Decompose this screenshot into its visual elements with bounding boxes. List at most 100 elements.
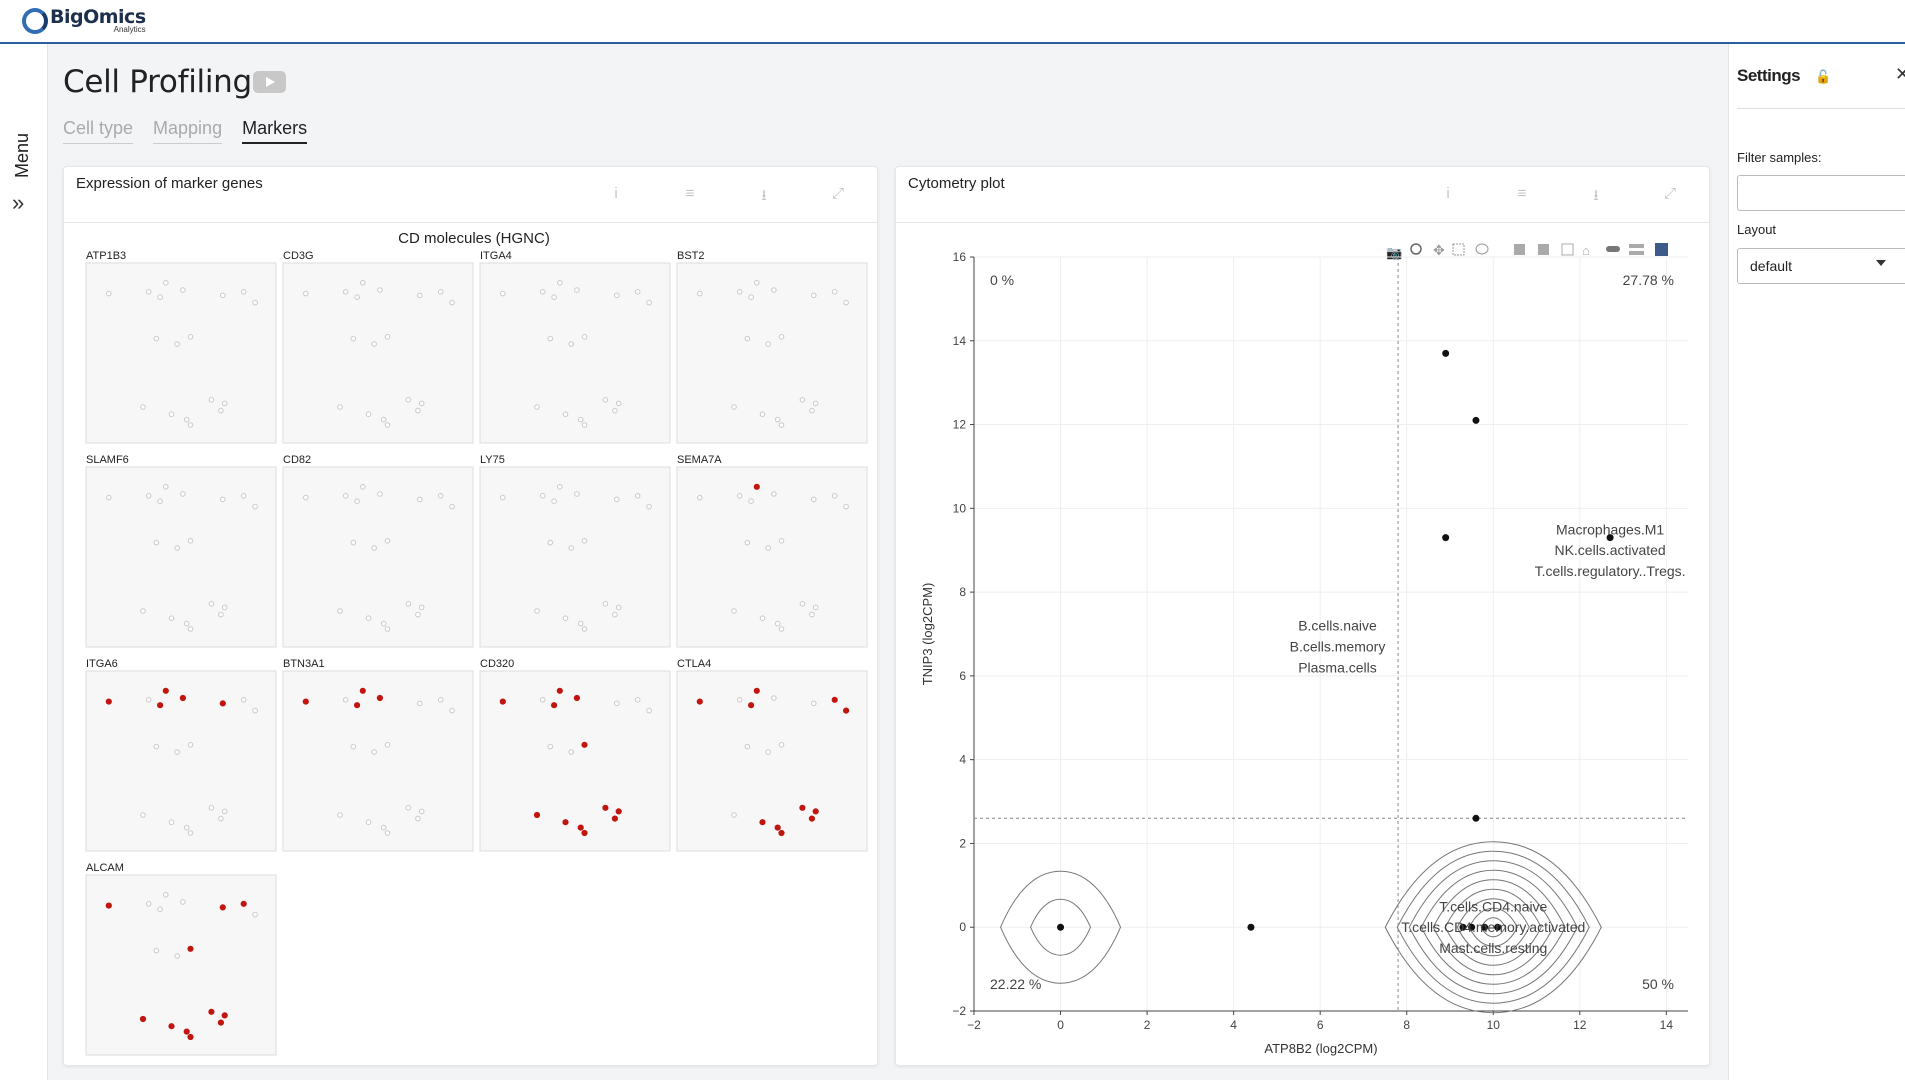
marker-point [168, 819, 175, 826]
tab-cell-type[interactable]: Cell type [63, 118, 134, 144]
marker-point [405, 805, 412, 811]
data-point[interactable] [1472, 814, 1480, 822]
marker-point [342, 289, 349, 295]
marker-point [449, 707, 455, 714]
info-icon[interactable]: i [614, 185, 618, 202]
marker-point [371, 545, 378, 551]
marker-point [551, 498, 557, 505]
marker-point [449, 299, 455, 306]
zoom-out-icon[interactable] [1538, 244, 1549, 255]
marker-point [843, 503, 849, 510]
marker-point [384, 334, 391, 340]
marker-point [252, 911, 258, 918]
marker-point [557, 484, 563, 490]
marker-point [634, 289, 641, 295]
zoom-icon[interactable] [1410, 243, 1422, 255]
marker-panel-sema7a: SEMA7A [676, 454, 868, 648]
data-point[interactable] [1247, 923, 1255, 931]
autoscale-icon[interactable] [1561, 243, 1574, 256]
data-point[interactable] [1494, 923, 1502, 931]
density-contour [1396, 850, 1590, 1004]
download-icon[interactable]: ⭳ [1593, 187, 1599, 204]
marker-point [748, 702, 755, 709]
plotly-logo-icon[interactable] [1655, 243, 1668, 256]
marker-point [562, 615, 569, 622]
pan-icon[interactable]: ✥ [1433, 242, 1445, 258]
marker-point [221, 400, 228, 407]
marker-genes-chart: CD molecules (HGNC) ATP1B3 CD3G ITGA4 BST2 S… [85, 230, 868, 1056]
spike-lines-icon[interactable] [1606, 246, 1620, 252]
layout-label: Layout [1737, 222, 1777, 237]
marker-point [831, 696, 838, 703]
plot-modebar: 📷 ✥ ⌂ [1386, 242, 1668, 260]
marker-point [380, 416, 387, 423]
layout-select[interactable]: default [1737, 248, 1905, 284]
lasso-icon[interactable] [1475, 243, 1489, 255]
data-point[interactable] [1057, 923, 1065, 931]
data-point[interactable] [1442, 349, 1450, 357]
camera-icon[interactable]: 📷 [1386, 245, 1402, 260]
density-contour [1420, 869, 1566, 985]
home-icon[interactable]: ⌂ [1582, 243, 1590, 258]
tab-markers[interactable]: Markers [242, 118, 308, 144]
video-play-icon[interactable] [253, 71, 286, 93]
marker-point [614, 496, 620, 503]
point-annotation: B.cells.memory [1290, 639, 1386, 655]
data-point[interactable] [1459, 923, 1467, 931]
marker-genes-card-title: Expression of marker genes [76, 175, 263, 192]
marker-point [808, 815, 816, 822]
marker-point [415, 815, 421, 822]
filter-samples-input[interactable] [1737, 175, 1905, 211]
hamburger-menu-icon[interactable]: ≡ [1517, 185, 1527, 202]
marker-point [219, 904, 226, 911]
expand-icon[interactable]: ⤢ [831, 185, 844, 202]
zoom-in-icon[interactable] [1514, 244, 1525, 255]
marker-point [183, 1028, 190, 1035]
data-point[interactable] [1606, 534, 1614, 542]
data-point[interactable] [1468, 923, 1476, 931]
unlock-icon[interactable]: 🔓 [1815, 69, 1832, 84]
data-point[interactable] [1472, 416, 1480, 424]
x-tick-label: 12 [1573, 1018, 1587, 1032]
point-annotation: Macrophages.M1 [1556, 521, 1664, 537]
point-annotation: NK.cells.activated [1554, 542, 1665, 558]
marker-point [581, 334, 588, 340]
y-tick-label: 0 [959, 920, 966, 934]
hover-closest-icon[interactable] [1629, 244, 1644, 248]
marker-point [765, 341, 772, 347]
marker-point [350, 539, 357, 546]
density-contour [1468, 907, 1518, 947]
download-icon[interactable]: ⭳ [761, 187, 767, 204]
marker-panel-label: BTN3A1 [283, 658, 325, 670]
hamburger-menu-icon[interactable]: ≡ [685, 185, 695, 202]
marker-panel-label: CD3G [283, 250, 314, 262]
marker-point [437, 493, 444, 499]
chevron-down-icon[interactable] [1876, 260, 1886, 266]
logo[interactable]: BigOmics Analytics [22, 8, 146, 34]
expand-icon[interactable]: ⤢ [1663, 185, 1676, 202]
point-annotation: Plasma.cells [1298, 660, 1377, 676]
x-tick-label: −2 [967, 1018, 981, 1032]
hover-compare-icon[interactable] [1629, 251, 1644, 255]
quadrant-top-right-label: 27.78 % [1623, 272, 1674, 288]
marker-panel-label: CD82 [283, 454, 311, 466]
double-chevron-right-icon[interactable]: » [12, 190, 25, 215]
cytometry-card: Cytometry plot i ≡ ⭳ ⤢ 📷 ✥ ⌂ [895, 166, 1710, 1066]
box-select-icon[interactable] [1452, 243, 1465, 256]
marker-point [217, 1019, 224, 1026]
marker-point [371, 341, 378, 347]
data-point[interactable] [1442, 534, 1450, 542]
tab-mapping[interactable]: Mapping [153, 118, 223, 144]
main-content: Cell Profiling Cell type Mapping Markers… [48, 44, 1728, 1080]
marker-point [612, 611, 618, 618]
marker-point [533, 811, 541, 819]
marker-point [365, 411, 372, 417]
info-icon[interactable]: i [1446, 185, 1450, 202]
point-annotation: Mast.cells.resting [1439, 940, 1547, 956]
page-title: Cell Profiling [63, 64, 252, 100]
menu-label[interactable]: Menu [12, 132, 32, 178]
data-point[interactable] [1481, 923, 1489, 931]
marker-point [360, 280, 366, 286]
close-icon[interactable]: ✕ [1895, 64, 1905, 84]
marker-point [168, 411, 175, 417]
